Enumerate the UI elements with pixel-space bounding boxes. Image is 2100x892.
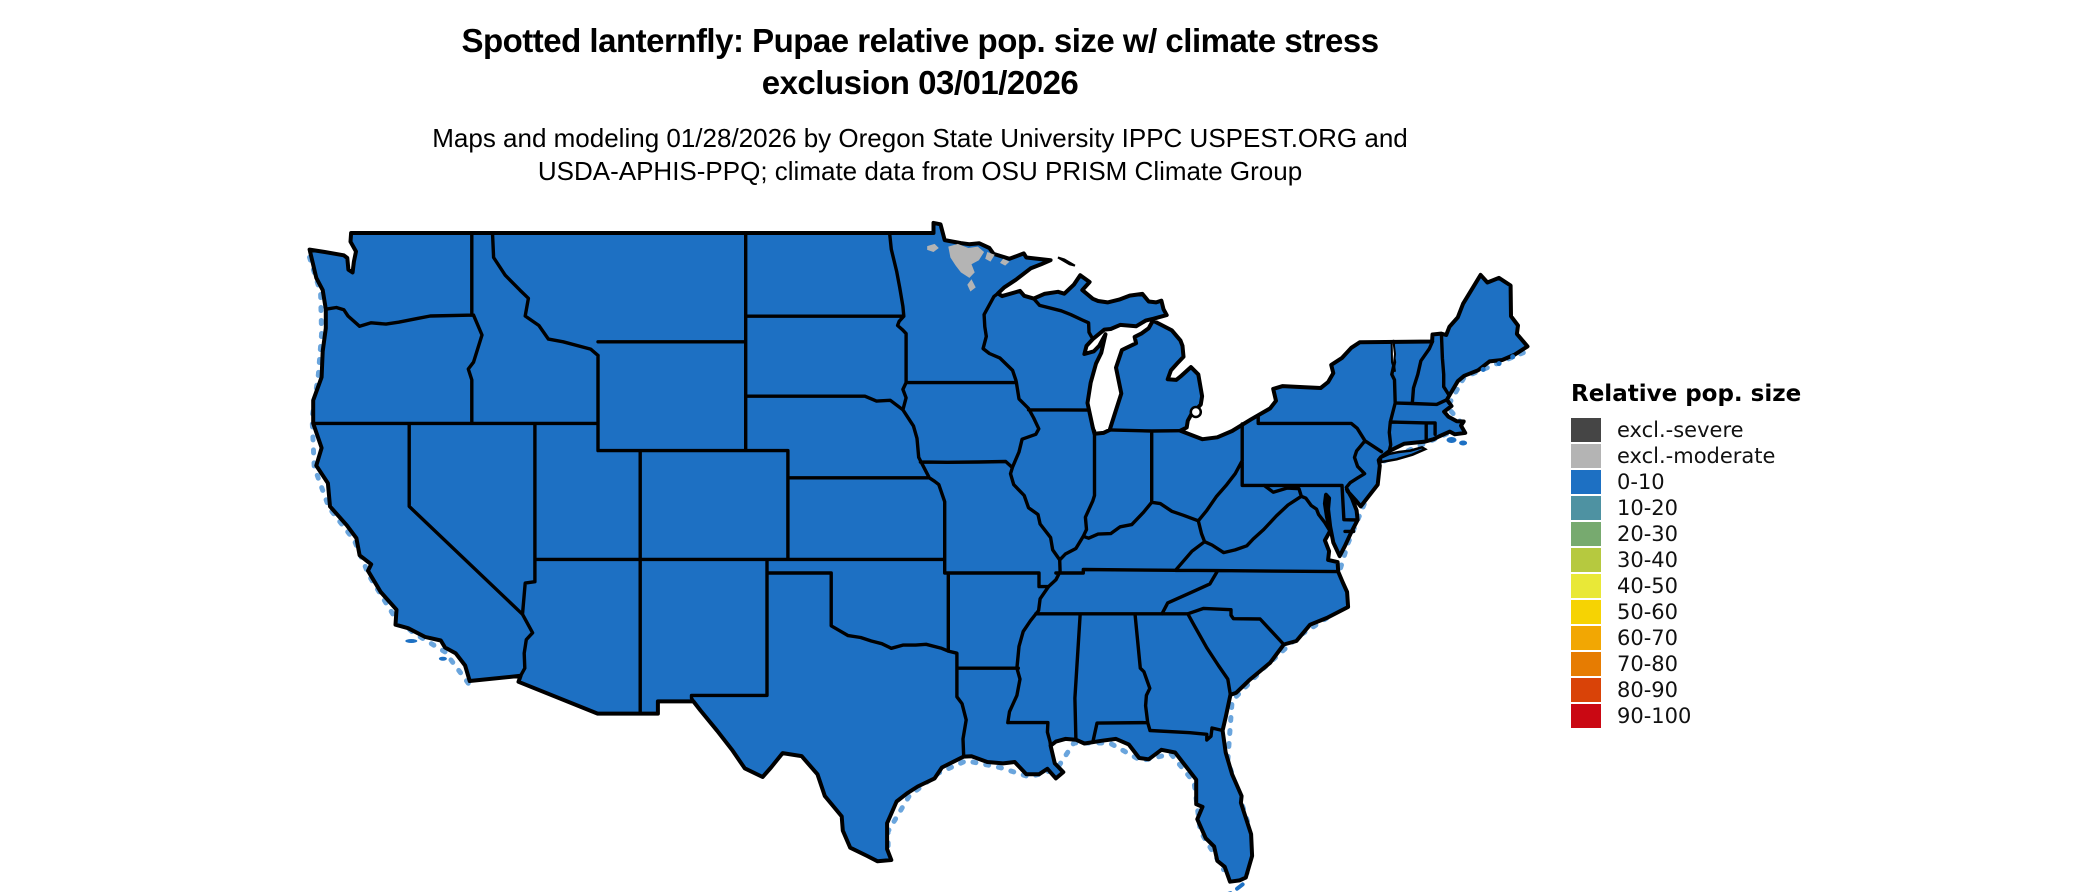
legend-item-label: 40-50 [1617,574,1679,598]
legend-item-label: excl.-moderate [1617,444,1776,468]
long-island [1379,445,1428,464]
legend-color-swatch [1571,652,1601,676]
legend-item-label: 30-40 [1617,548,1679,572]
coastal-island [1480,367,1486,372]
isle-royale [1057,256,1076,267]
legend-item-label: 80-90 [1617,678,1679,702]
excl-moderate-patch [1000,258,1010,266]
coastal-island [405,639,418,643]
legend-item-label: 90-100 [1617,704,1692,728]
excl-moderate-patch [948,243,985,278]
legend-item: 0-10 [1571,470,1801,494]
legend-color-swatch [1571,704,1601,728]
legend-item: 50-60 [1571,600,1801,624]
state-border-lines [311,231,1450,759]
map-legend: Relative pop. size excl.-severe excl.-mo… [1571,381,1801,730]
coastal-island [1496,361,1502,367]
legend-color-swatch [1571,600,1601,624]
legend-color-swatch [1571,548,1601,572]
legend-item-label: 50-60 [1617,600,1679,624]
legend-item: 30-40 [1571,548,1801,572]
lake-st-clair [1189,405,1203,419]
legend-color-swatch [1571,626,1601,650]
legend-item: 60-70 [1571,626,1801,650]
figure-title-block: Spotted lanternfly: Pupae relative pop. … [220,20,1620,104]
legend-color-swatch [1571,444,1601,468]
us-landmass [307,220,1530,884]
legend-color-swatch [1571,678,1601,702]
legend-item: 40-50 [1571,574,1801,598]
islands [405,256,1516,892]
legend-item: 70-80 [1571,652,1801,676]
legend-item: 80-90 [1571,678,1801,702]
legend-color-swatch [1571,418,1601,442]
coastal-island [1510,354,1516,360]
coastal-island [438,656,447,661]
inland-water [1189,340,1397,419]
legend-color-swatch [1571,574,1601,598]
state-borders [311,231,1450,759]
lake-champlain [1390,340,1397,373]
legend-item: excl.-severe [1571,418,1801,442]
coastal-island [1459,440,1468,446]
figure-title-line1: Spotted lanternfly: Pupae relative pop. … [461,22,1379,59]
coastal-island [1446,437,1457,443]
us-landmass-outline [307,220,1530,884]
legend-color-swatch [1571,522,1601,546]
florida-keys [1227,882,1245,892]
excl-moderate-patch [967,279,976,292]
legend-color-swatch [1571,470,1601,494]
excl-moderate-patch [927,243,939,252]
legend-item-label: 20-30 [1617,522,1679,546]
figure-subtitle-line2: USDA-APHIS-PPQ; climate data from OSU PR… [537,156,1303,186]
legend-item: 90-100 [1571,704,1801,728]
legend-item: excl.-moderate [1571,444,1801,468]
figure-title-line2: exclusion 03/01/2026 [761,64,1079,101]
legend-item: 20-30 [1571,522,1801,546]
figure-subtitle-line1: Maps and modeling 01/28/2026 by Oregon S… [432,123,1408,153]
excluded-region-patches [927,243,1010,292]
legend-title: Relative pop. size [1571,381,1802,407]
legend-item: 10-20 [1571,496,1801,520]
legend-color-swatch [1571,496,1601,520]
legend-item-label: 10-20 [1617,496,1679,520]
legend-item-label: 60-70 [1617,626,1679,650]
excl-moderate-patch [985,252,995,262]
legend-item-label: excl.-severe [1617,418,1744,442]
legend-item-label: 70-80 [1617,652,1679,676]
figure-subtitle-block: Maps and modeling 01/28/2026 by Oregon S… [220,122,1620,188]
legend-item-label: 0-10 [1617,470,1665,494]
